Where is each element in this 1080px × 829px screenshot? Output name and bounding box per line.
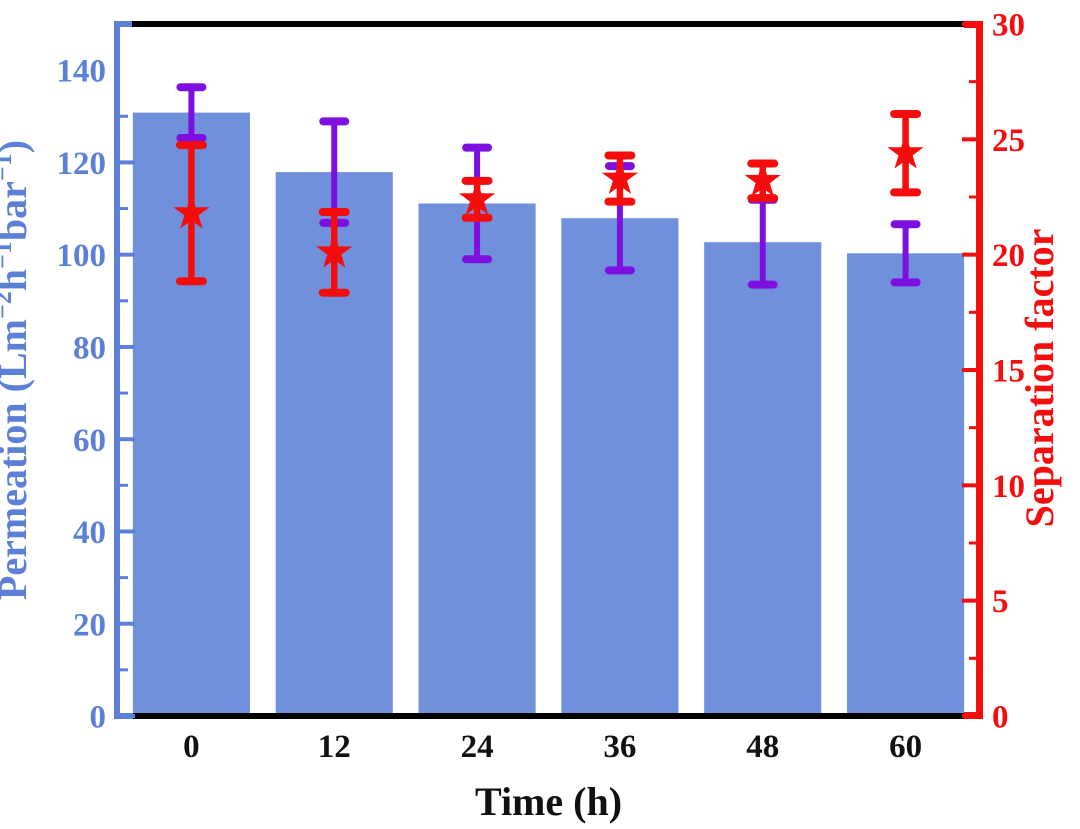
right-axis: 0 5 10 15 20 25 30 xyxy=(962,8,1025,736)
right-axis-title: Separation factor xyxy=(1017,229,1062,528)
bar-60h xyxy=(847,253,965,717)
separation-series xyxy=(173,109,924,297)
left-tick-label-20: 20 xyxy=(73,607,106,643)
right-tick-label-20: 20 xyxy=(992,238,1025,274)
left-axis-title: Permeation (Lm−2h−1bar−1) xyxy=(0,140,35,600)
left-tick-label-40: 40 xyxy=(73,515,106,551)
top-spine xyxy=(114,21,983,27)
right-tick-label-25: 25 xyxy=(992,123,1025,159)
x-axis: 0 12 24 36 48 60 Time (h) xyxy=(183,729,922,824)
bottom-spine xyxy=(114,713,983,719)
star-marker-60h xyxy=(887,134,924,169)
bar-36h xyxy=(561,218,679,716)
x-tick-label-12: 12 xyxy=(318,729,351,765)
right-tick-label-0: 0 xyxy=(992,700,1009,736)
star-marker-48h xyxy=(744,161,781,197)
left-tick-label-80: 80 xyxy=(73,330,106,366)
left-tick-label-0: 0 xyxy=(90,700,107,736)
x-axis-title: Time (h) xyxy=(475,779,622,824)
right-tick-label-30: 30 xyxy=(992,8,1025,44)
right-tick-label-10: 10 xyxy=(992,469,1025,505)
x-tick-label-36: 36 xyxy=(603,729,636,765)
left-spine-top-foot xyxy=(114,21,132,27)
left-spine xyxy=(114,21,120,719)
x-tick-label-48: 48 xyxy=(746,729,779,765)
right-tick-label-15: 15 xyxy=(992,354,1025,390)
star-marker-0h xyxy=(173,194,210,229)
left-axis: 0 20 40 60 80 100 120 140 xyxy=(57,54,135,736)
x-tick-label-60: 60 xyxy=(889,729,922,765)
left-tick-label-100: 100 xyxy=(57,238,107,274)
x-tick-label-24: 24 xyxy=(461,729,494,765)
bars-group xyxy=(132,112,965,717)
star-marker-36h xyxy=(601,159,638,194)
left-tick-label-120: 120 xyxy=(57,146,107,182)
right-tick-label-5: 5 xyxy=(992,584,1009,620)
left-tick-label-140: 140 xyxy=(57,54,107,90)
star-marker-12h xyxy=(316,233,353,268)
bar-48h xyxy=(704,242,822,716)
bar-24h xyxy=(418,203,536,716)
right-spine xyxy=(976,21,983,719)
x-tick-label-0: 0 xyxy=(183,729,200,765)
star-marker-24h xyxy=(459,180,496,215)
left-tick-label-60: 60 xyxy=(73,423,106,459)
